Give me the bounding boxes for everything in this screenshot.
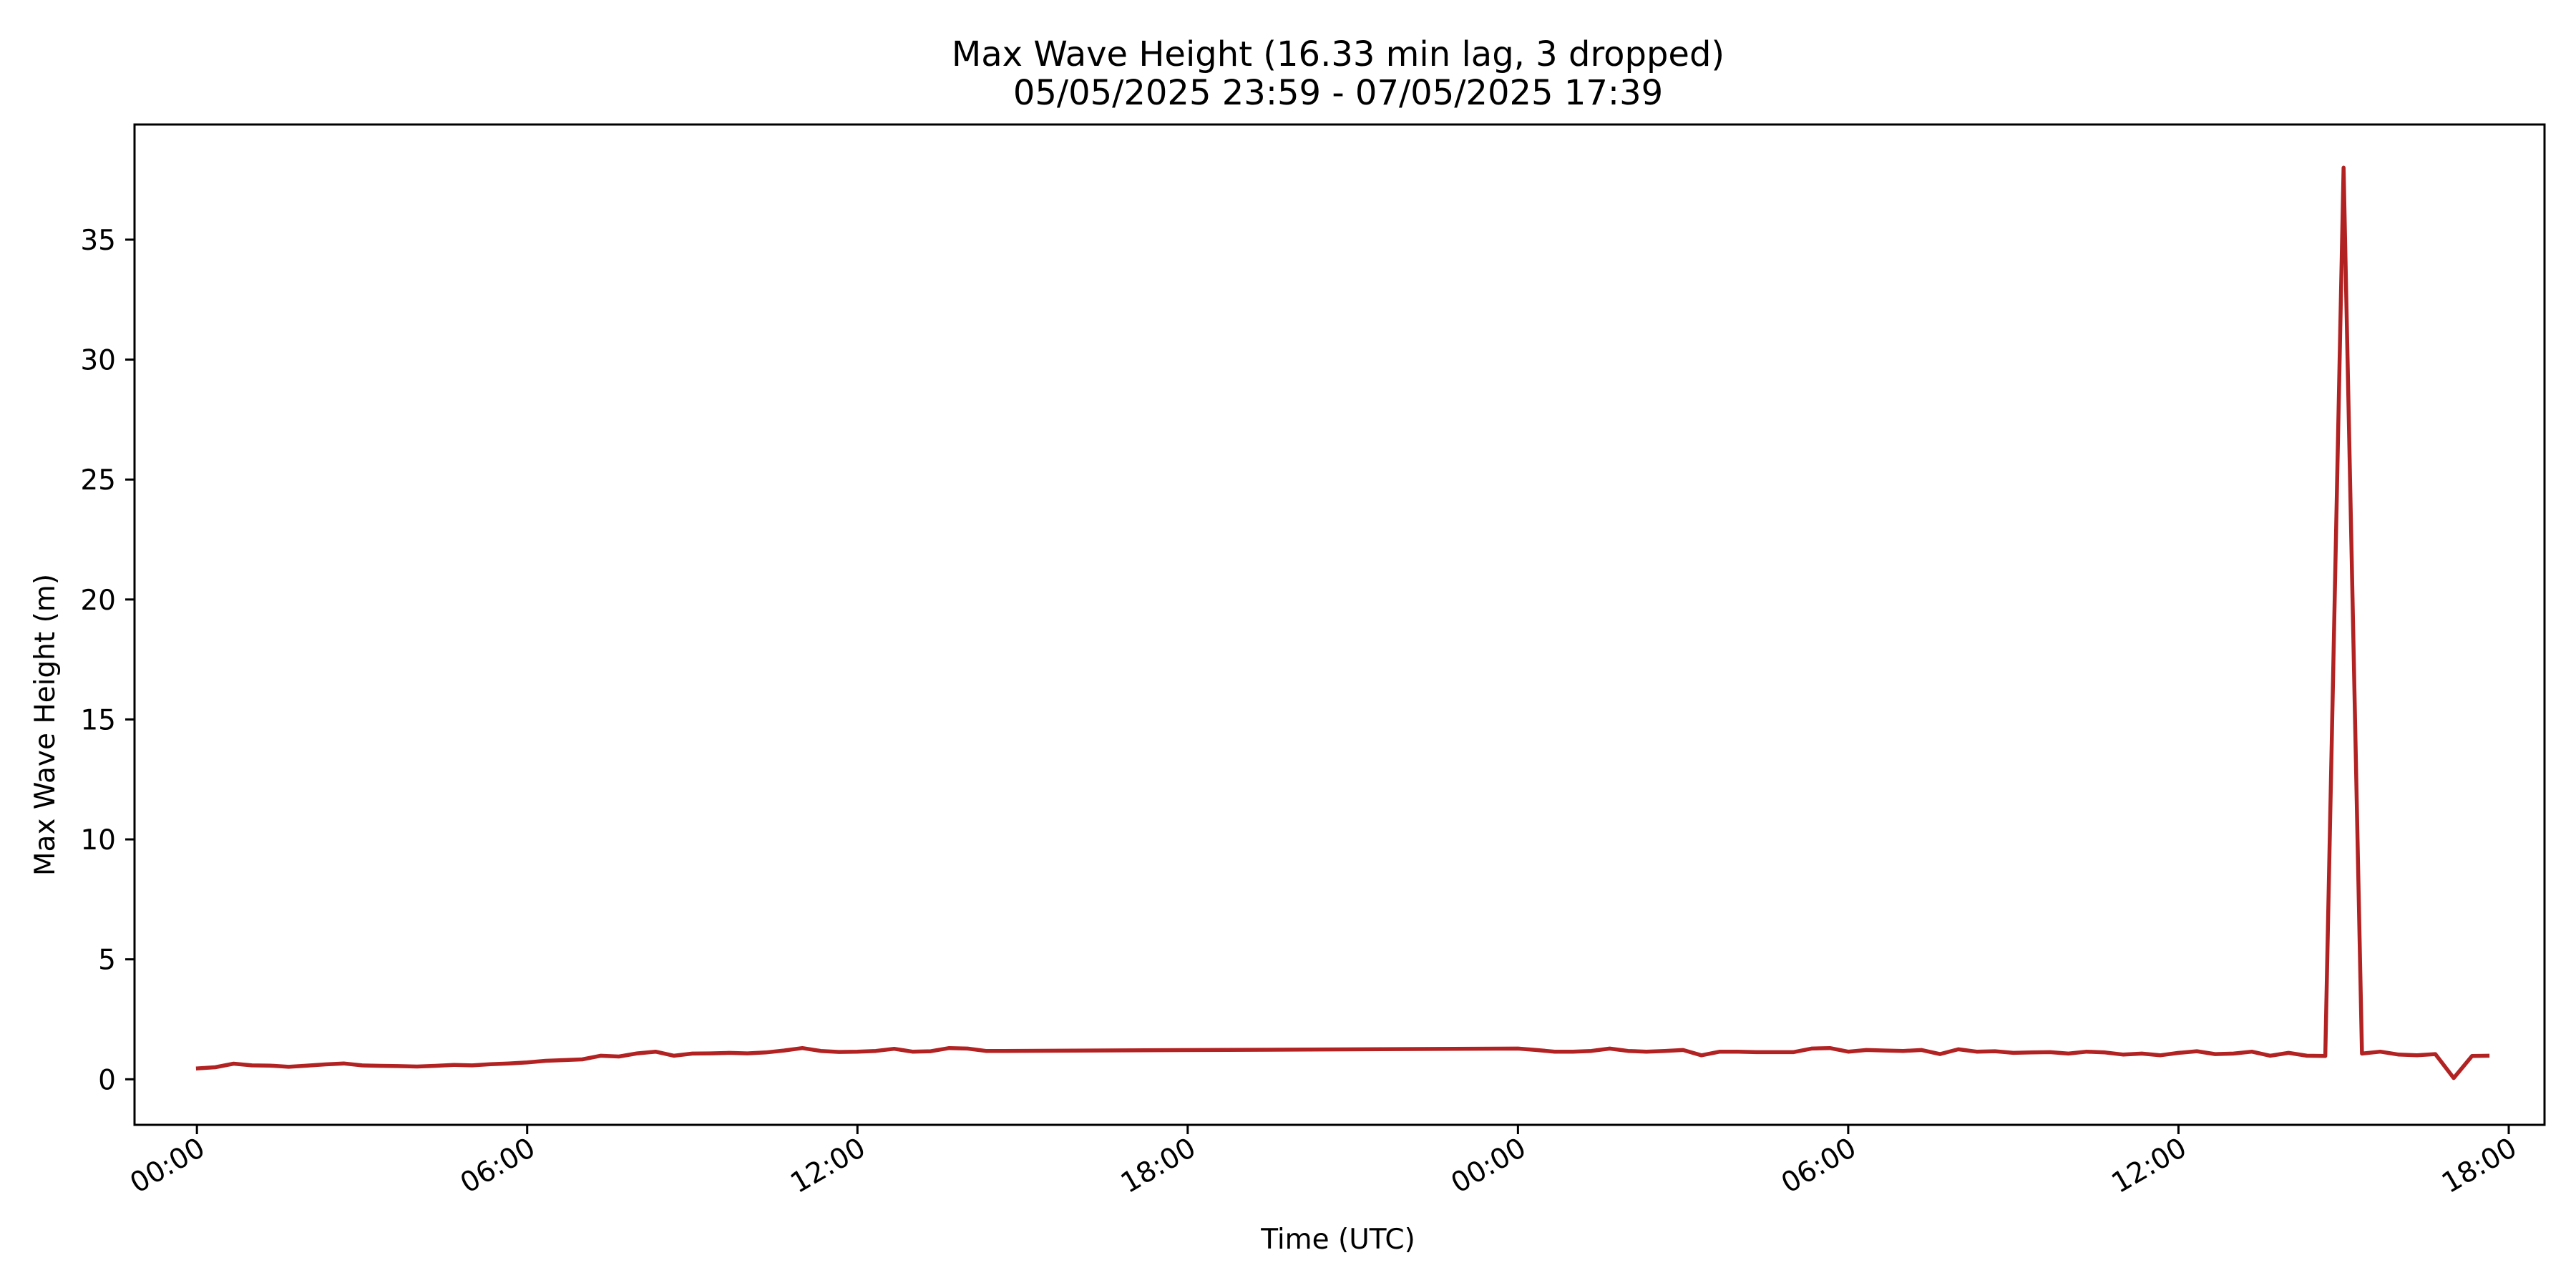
x-tick-label: 06:00 (1776, 1132, 1862, 1200)
x-axis: 00:00 06:00 12:00 18:00 00:00 06:00 12:00 18:00 (125, 1125, 2522, 1200)
y-tick-label: 15 (80, 704, 116, 736)
x-tick-label: 12:00 (785, 1132, 871, 1200)
y-axis-label: Max Wave Height (m) (29, 574, 62, 876)
y-tick-label: 5 (98, 945, 116, 977)
x-tick-label: 18:00 (1116, 1132, 1201, 1200)
plot-area (133, 123, 2546, 1126)
y-axis: 0 5 10 15 20 25 30 35 (80, 225, 135, 1096)
series-line (195, 165, 2490, 1080)
x-tick-label: 06:00 (455, 1132, 541, 1200)
chart-title: Max Wave Height (16.33 min lag, 3 droppe… (952, 34, 1724, 74)
x-tick-label: 00:00 (125, 1132, 210, 1200)
y-tick-label: 10 (80, 824, 116, 857)
x-tick-label: 18:00 (2436, 1132, 2522, 1200)
chart-subtitle: 05/05/2025 23:59 - 07/05/2025 17:39 (1013, 73, 1663, 113)
x-axis-label: Time (UTC) (1260, 1224, 1415, 1256)
x-tick-label: 12:00 (2107, 1132, 2192, 1200)
y-tick-label: 30 (80, 345, 116, 377)
x-tick-label: 00:00 (1446, 1132, 1532, 1200)
y-tick-label: 0 (98, 1064, 116, 1096)
y-tick-label: 35 (80, 225, 116, 257)
y-tick-label: 20 (80, 585, 116, 617)
y-tick-label: 25 (80, 464, 116, 497)
